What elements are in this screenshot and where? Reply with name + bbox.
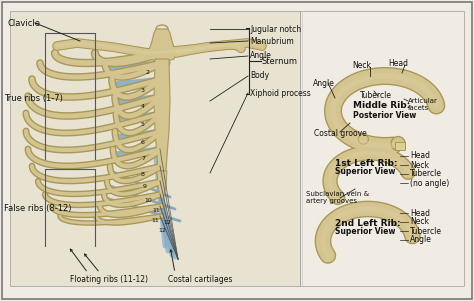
Text: Jugular notch: Jugular notch — [250, 24, 301, 33]
Text: Superior View: Superior View — [335, 228, 395, 237]
Bar — [300, 11, 464, 286]
Text: Head: Head — [410, 151, 430, 160]
Text: 10: 10 — [144, 197, 152, 203]
Text: Neck: Neck — [410, 160, 429, 169]
Text: Articular: Articular — [408, 98, 438, 104]
Text: Clavicle: Clavicle — [8, 18, 41, 27]
Text: Xiphoid process: Xiphoid process — [250, 88, 311, 98]
Text: 11: 11 — [151, 219, 159, 224]
Text: Head: Head — [388, 58, 408, 67]
Polygon shape — [395, 141, 405, 150]
Text: Sternum: Sternum — [262, 57, 298, 66]
Text: 5: 5 — [141, 122, 145, 126]
Text: 12: 12 — [163, 219, 171, 225]
Text: 4: 4 — [141, 104, 145, 110]
Text: Angle: Angle — [410, 235, 432, 244]
Text: 12: 12 — [158, 228, 166, 234]
Text: 7: 7 — [141, 157, 145, 162]
Text: Posterior View: Posterior View — [353, 110, 416, 119]
Text: Tubercle: Tubercle — [410, 169, 442, 178]
Text: Subclavian vein &: Subclavian vein & — [306, 191, 369, 197]
Text: Middle Rib:: Middle Rib: — [353, 101, 410, 110]
Text: Neck: Neck — [410, 218, 429, 226]
Text: Head: Head — [410, 209, 430, 218]
Text: Tubercle: Tubercle — [360, 92, 392, 101]
Text: 11: 11 — [152, 209, 160, 213]
Text: 2: 2 — [146, 70, 150, 76]
Text: Angle: Angle — [313, 79, 335, 88]
Text: 2nd Left Rib:: 2nd Left Rib: — [335, 219, 401, 228]
Text: Angle: Angle — [250, 51, 272, 61]
Text: True ribs (1-7): True ribs (1-7) — [4, 95, 63, 104]
Text: Neck: Neck — [352, 61, 371, 70]
Text: facets: facets — [408, 105, 429, 111]
Text: artery grooves: artery grooves — [306, 198, 357, 204]
Bar — [10, 11, 300, 286]
Text: 1st Left Rib:: 1st Left Rib: — [335, 159, 398, 167]
Text: Body: Body — [250, 72, 269, 80]
Polygon shape — [154, 59, 170, 171]
Text: 6: 6 — [141, 139, 145, 144]
Text: 8: 8 — [141, 172, 145, 176]
Text: (no angle): (no angle) — [410, 178, 449, 188]
Text: 3: 3 — [141, 88, 145, 92]
Text: Manubrium: Manubrium — [250, 36, 294, 45]
Circle shape — [358, 134, 368, 144]
Text: Tubercle: Tubercle — [410, 226, 442, 235]
Circle shape — [391, 137, 405, 150]
Polygon shape — [157, 171, 167, 201]
Text: Costal cartilages: Costal cartilages — [168, 275, 232, 284]
Text: Costal groove: Costal groove — [314, 129, 367, 138]
Polygon shape — [148, 29, 176, 63]
Text: Superior View: Superior View — [335, 167, 395, 176]
Text: Floating ribs (11-12): Floating ribs (11-12) — [70, 275, 148, 284]
Text: 9: 9 — [143, 185, 147, 190]
Text: False ribs (8-12): False ribs (8-12) — [4, 203, 72, 213]
